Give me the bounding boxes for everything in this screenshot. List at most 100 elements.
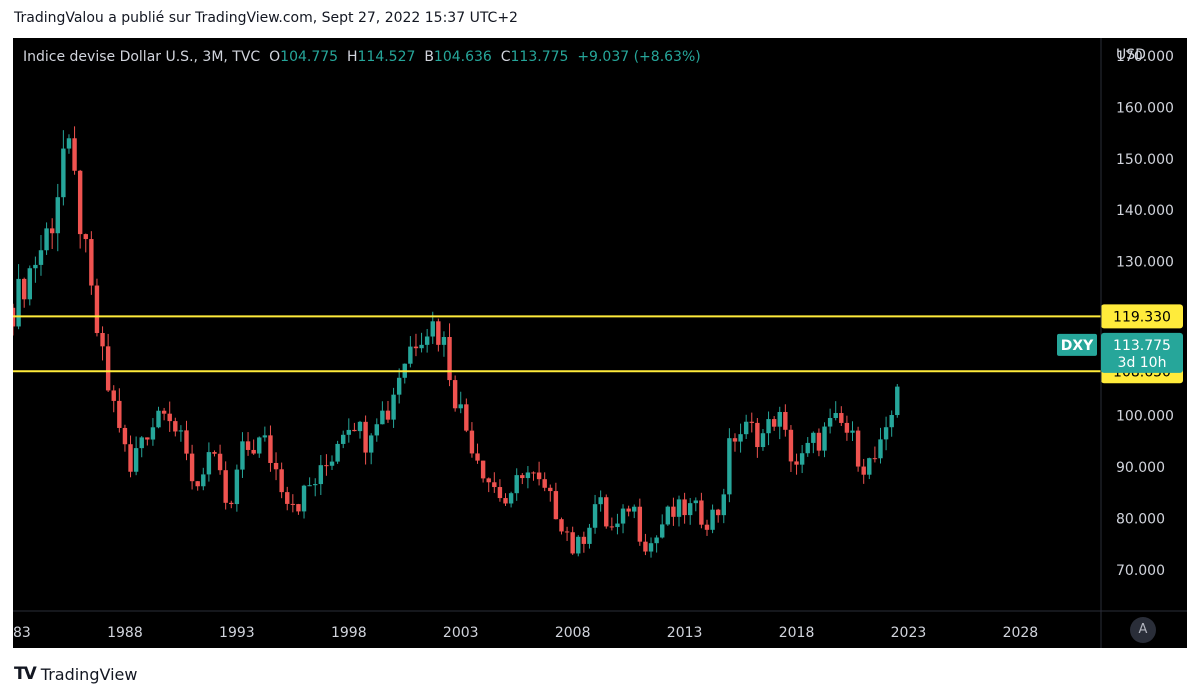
candle-body xyxy=(262,435,268,438)
candle-body xyxy=(94,285,100,334)
y-tick-label: 140.000 xyxy=(1116,203,1174,219)
candle-body xyxy=(419,344,424,349)
candle-body xyxy=(508,493,514,504)
axes-layer: USD 70.000 80.000 90.000 100.000 130.000 140.0… xyxy=(13,38,1187,648)
footer: TV TradingView xyxy=(14,664,137,684)
candle-body xyxy=(503,498,508,504)
candle-body xyxy=(794,461,799,465)
candle-body xyxy=(72,138,77,171)
last-price-countdown: 3d 10h xyxy=(1118,355,1167,371)
candle-body xyxy=(715,509,721,516)
candle-body xyxy=(133,448,139,472)
symbol-badge-label: DXY xyxy=(1061,338,1094,354)
candle-body xyxy=(693,500,698,504)
candle-body xyxy=(167,413,172,422)
candle-body xyxy=(335,443,340,462)
candle-body xyxy=(637,506,643,542)
auto-scale-button[interactable]: A xyxy=(1130,617,1156,643)
candle-body xyxy=(245,441,251,450)
chart-panel[interactable]: 119.330108.650 USD 70.000 80.000 90.000 100.… xyxy=(13,38,1187,648)
candle-body xyxy=(273,462,279,470)
candle-body xyxy=(665,506,671,525)
legend-high: 114.527 xyxy=(357,49,416,65)
candle-body xyxy=(212,452,217,454)
candle-body xyxy=(688,503,693,516)
candle-body xyxy=(777,411,782,427)
y-tick-label: 80.000 xyxy=(1116,511,1165,527)
candle-body xyxy=(77,170,83,235)
candle-body xyxy=(436,321,441,345)
candle-body xyxy=(553,491,559,520)
candle-body xyxy=(341,434,346,444)
candle-body xyxy=(587,527,592,544)
candle-body xyxy=(604,497,609,527)
candle-body xyxy=(643,541,648,552)
candle-body xyxy=(743,421,749,435)
candle-body xyxy=(21,278,27,300)
candle-body xyxy=(564,531,570,533)
candle-body xyxy=(357,421,363,432)
x-tick-label: 2013 xyxy=(667,625,703,641)
currency-label: USD xyxy=(1116,47,1146,63)
candle-body xyxy=(396,377,402,395)
y-tick-label: 150.000 xyxy=(1116,152,1174,168)
candle-body xyxy=(105,346,111,391)
candle-body xyxy=(61,148,66,198)
candle-body xyxy=(368,435,374,453)
last-price-value: 113.775 xyxy=(1113,338,1171,354)
candle-body xyxy=(844,422,850,433)
publication-line: TradingValou a publié sur TradingView.co… xyxy=(14,10,518,26)
candle-body xyxy=(811,432,816,443)
candle-body xyxy=(206,452,212,475)
candle-body xyxy=(217,453,223,471)
legend-high-label: H xyxy=(346,49,358,65)
candle-body xyxy=(883,427,889,440)
candle-body xyxy=(363,421,368,453)
candle-body xyxy=(615,523,620,528)
candle-body xyxy=(178,430,184,432)
candle-body xyxy=(329,461,335,466)
candle-body xyxy=(251,449,256,454)
candle-body xyxy=(240,441,245,470)
candle-body xyxy=(156,410,161,428)
y-tick-label: 170.000 xyxy=(1116,49,1174,65)
candle-body xyxy=(161,410,167,414)
legend-symbol: Indice devise Dollar U.S., 3M, TVC xyxy=(23,49,261,65)
candle-body xyxy=(89,239,94,286)
legend-change: +9.037 (+8.63%) xyxy=(577,49,701,65)
x-tick-label: 2028 xyxy=(1003,625,1039,641)
candle-body xyxy=(408,346,413,364)
price-chart[interactable]: 119.330108.650 USD 70.000 80.000 90.000 100.… xyxy=(13,38,1187,648)
candle-body xyxy=(122,427,128,445)
legend-low-label: B xyxy=(424,49,434,65)
candle-body xyxy=(313,484,318,486)
candle-body xyxy=(128,444,133,472)
candle-body xyxy=(727,438,732,495)
candle-body xyxy=(441,336,447,345)
candle-body xyxy=(699,500,704,525)
x-tick-label: 2023 xyxy=(891,625,927,641)
legend-close: 113.775 xyxy=(510,49,569,65)
symbol-badge xyxy=(1057,333,1097,356)
candle-body xyxy=(229,502,234,505)
candle-body xyxy=(766,419,771,434)
candle-body xyxy=(497,487,503,499)
candle-body xyxy=(475,453,480,461)
candle-body xyxy=(598,497,603,505)
candle-body xyxy=(374,424,379,436)
candle-body xyxy=(352,429,357,432)
candle-body xyxy=(480,460,486,479)
candle-body xyxy=(771,419,777,427)
candle-body xyxy=(100,333,105,347)
candle-body xyxy=(816,432,822,451)
candle-body xyxy=(184,430,189,454)
candle-body xyxy=(223,470,228,503)
candle-body xyxy=(872,458,878,460)
horizontal-lines-layer: 119.330108.650 xyxy=(13,304,1183,384)
footer-brand: TradingView xyxy=(40,664,138,684)
candle-body xyxy=(576,536,581,554)
candle-body xyxy=(307,485,312,487)
last-price-badge xyxy=(1101,332,1183,373)
x-tick-label: 83 xyxy=(13,625,31,641)
candle-body xyxy=(542,479,547,488)
